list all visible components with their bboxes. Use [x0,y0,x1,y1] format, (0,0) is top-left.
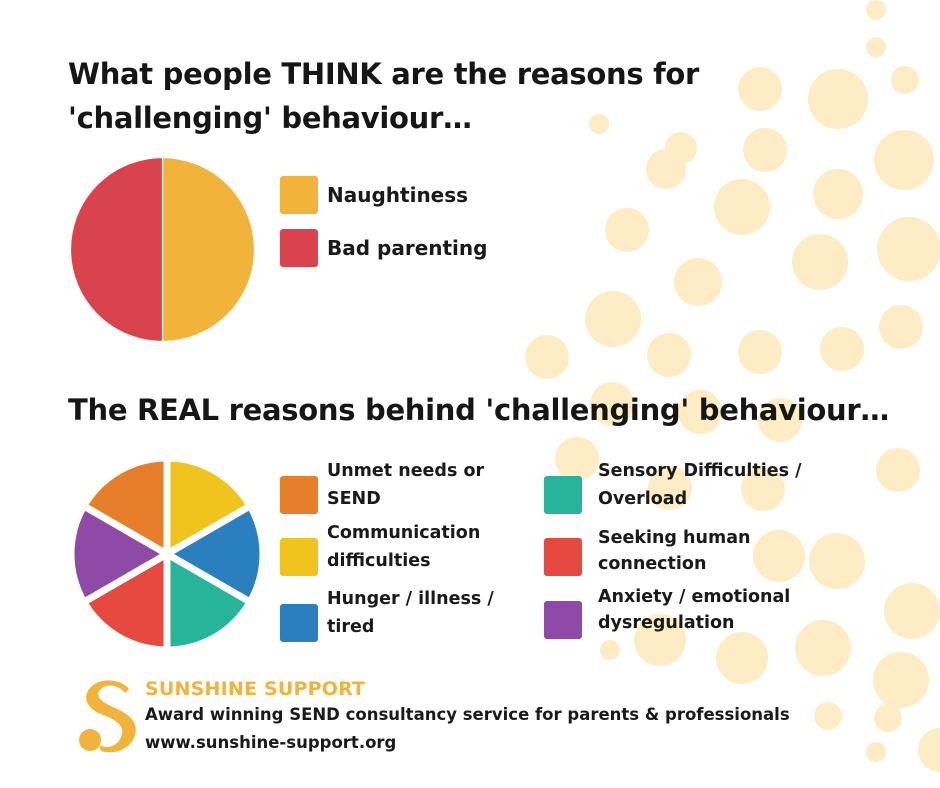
legend-item-seeking: Seeking human connection [544,527,824,587]
think-heading: What people THINK are the reasons for 'c… [68,57,700,135]
legend-swatch-naughtiness [280,176,318,214]
legend-item-unmet-needs: Unmet needs or SEND [280,461,560,525]
decorative-dot [879,305,923,349]
decorative-dot [738,67,782,111]
decorative-dot [866,742,886,762]
decorative-dot [590,382,634,426]
decorative-dot [874,704,902,732]
legend-swatch-communication [280,538,318,576]
legend-label-bad-parenting: Bad parenting [327,236,488,260]
legend-item-hunger: Hunger / illness / tired [280,589,560,653]
decorative-dot [589,114,609,134]
legend-label-naughtiness: Naughtiness [327,183,469,207]
decorative-dot [792,234,848,290]
decorative-dot [876,448,920,492]
legend-swatch-hunger [280,604,318,642]
pie-slice-bad-parenting [69,156,164,343]
legend-swatch-seeking [544,538,582,576]
decorative-dot [678,390,722,434]
decorative-dot [877,217,940,281]
sunshine-s-logo-icon [79,680,136,753]
website-link[interactable]: www.sunshine-support.org [145,733,397,752]
legend-label-unmet-needs: Unmet needs or SEND [327,461,485,509]
decorative-dot [634,614,686,666]
legend-item-naughtiness: Naughtiness [280,176,468,214]
decorative-dot [873,652,929,708]
decorative-dot [809,533,865,589]
decorative-dot [918,728,940,772]
decorative-dot [600,640,620,660]
legend-swatch-bad-parenting [280,229,318,267]
decorative-dot [605,208,649,252]
decorative-dot [525,335,569,379]
decorative-dot [753,530,805,582]
pie-slice-anxiety-emotional-dysregulation [67,501,175,607]
decorative-dot [648,466,692,510]
pie-slice-unmet-needs-or-send [79,454,171,561]
legend-item-bad-parenting: Bad parenting [280,229,487,267]
real-heading: The REAL reasons behind 'challenging' be… [68,393,890,427]
brand-tagline: Award winning SEND consultancy service f… [145,705,790,724]
decorative-dot [674,258,722,306]
decorative-dot [814,702,842,730]
pie-slice-naughtiness [161,156,256,343]
decorative-dot [884,583,940,639]
legend-swatch-anxiety [544,601,582,639]
decorative-dot [808,69,868,129]
pie-slice-hunger-illness-tired [159,501,267,607]
legend-swatch-unmet-needs [280,476,318,514]
legend-item-anxiety: Anxiety / emotional dysregulation [544,587,824,650]
pie-slice-sensory-difficulties-overload [163,547,255,654]
decorative-dot [866,37,886,57]
decorative-dot [555,437,599,481]
decorative-dot [646,149,686,189]
brand-name: SUNSHINE SUPPORT [145,678,366,700]
think-pie-chart [69,156,256,343]
decorative-dot [585,291,641,347]
decorative-dot [874,130,934,190]
pie-slice-communication-difficulties [163,454,255,561]
real-pie-chart [67,454,267,654]
legend-label-hunger: Hunger / illness / tired [327,589,494,637]
legend-label-seeking: Seeking human connection [598,528,751,574]
decorative-dot [758,398,802,442]
decorative-dot [743,128,787,172]
decorative-dot [647,333,691,377]
decorative-dot [891,66,919,94]
decorative-dot [820,327,864,371]
legend-label-sensory: Sensory Difficulties / Overload [598,461,802,509]
decorative-dot [813,169,863,219]
legend-item-sensory: Sensory Difficulties / Overload [544,461,824,525]
legend-swatch-sensory [544,476,582,514]
legend-item-communication: Communication difficulties [280,523,560,587]
decorative-dot [795,620,851,676]
legend-label-communication: Communication difficulties [327,523,481,571]
decorative-dot [716,632,768,684]
pie-slice-seeking-human-connection [79,547,171,654]
decorative-dot [738,330,782,374]
decorative-dot [741,467,785,511]
decorative-dot [714,179,770,235]
legend-label-anxiety: Anxiety / emotional dysregulation [598,587,791,633]
decorative-dot [866,0,886,20]
